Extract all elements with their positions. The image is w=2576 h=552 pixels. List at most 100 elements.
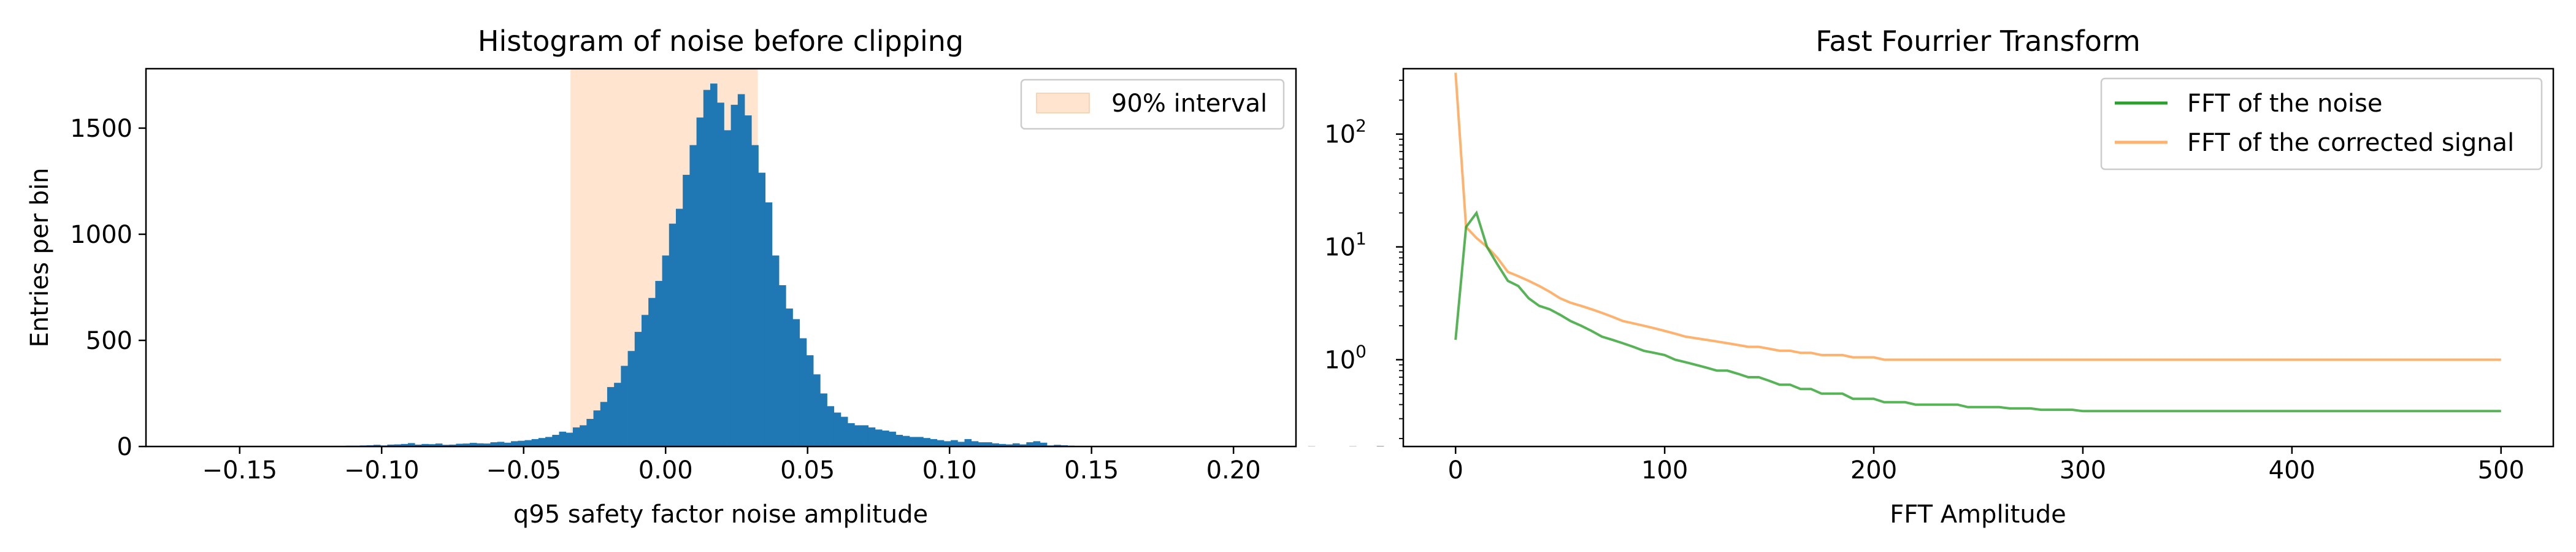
- histogram-x-tick-label: −0.05: [486, 456, 561, 485]
- histogram-bar: [717, 102, 724, 447]
- histogram-bar: [524, 440, 532, 447]
- histogram-bar: [469, 443, 477, 447]
- histogram-bar: [978, 442, 986, 447]
- histogram-panel: −0.15 −0.10 −0.05 0.00 0.05 0.10 0.15 0.20 0 500…: [26, 25, 1384, 529]
- histogram-bar: [799, 338, 807, 447]
- histogram-bar: [689, 145, 697, 447]
- histogram-bar: [937, 440, 945, 447]
- histogram-bar: [552, 434, 559, 447]
- histogram-bar: [655, 281, 662, 447]
- histogram-bar: [792, 319, 800, 447]
- histogram-bar: [854, 425, 862, 447]
- histogram-bar: [724, 130, 732, 447]
- histogram-bar: [449, 444, 456, 447]
- histogram-bar: [730, 104, 738, 447]
- histogram-x-ticks: −0.15 −0.10 −0.05 0.00 0.05 0.10 0.15 0.20: [202, 447, 1261, 485]
- histogram-bar: [565, 432, 573, 447]
- histogram-bar: [428, 444, 436, 447]
- fft-noise-line: [1454, 210, 2501, 413]
- histogram-bar: [882, 431, 889, 447]
- histogram-bar: [923, 438, 930, 447]
- histogram-x-tick-label: −0.15: [202, 456, 277, 485]
- legend-swatch-90-interval: [1036, 93, 1090, 113]
- histogram-bar: [442, 445, 450, 447]
- histogram-bar: [902, 435, 910, 447]
- fft-x-axis-label: FFT Amplitude: [1890, 500, 2066, 529]
- histogram-bar: [641, 315, 649, 447]
- histogram-bar: [435, 443, 443, 447]
- histogram-bar: [559, 431, 567, 447]
- histogram-bar: [408, 443, 415, 447]
- histogram-bar: [745, 115, 752, 447]
- histogram-frame: [145, 67, 1297, 448]
- histogram-x-tick-label: 0.20: [1206, 456, 1261, 485]
- histogram-y-tick-label: 1000: [70, 221, 132, 249]
- histogram-x-tick-label: −0.10: [344, 456, 420, 485]
- histogram-bar: [985, 442, 992, 447]
- histogram-bar: [827, 406, 835, 447]
- histogram-y-tick-label: 500: [86, 327, 132, 355]
- fft-x-ticks: 0 100 200 300 400 500: [1448, 447, 2524, 485]
- fft-title: Fast Fourrier Transform: [1815, 25, 2141, 58]
- histogram-bar: [848, 423, 855, 447]
- histogram-bar: [634, 332, 642, 447]
- histogram-bar: [387, 444, 395, 447]
- histogram-bar: [572, 427, 580, 447]
- histogram-bar: [531, 439, 539, 447]
- histogram-bar: [765, 202, 773, 447]
- histogram-bar: [889, 431, 896, 447]
- histogram-bar: [1012, 443, 1020, 447]
- histogram-bar: [456, 443, 464, 447]
- histogram-bar: [545, 437, 553, 447]
- histogram-bar: [834, 412, 841, 447]
- histogram-bar: [511, 441, 518, 447]
- histogram-bar: [868, 427, 876, 447]
- histogram-bar: [710, 83, 718, 447]
- histogram-bar: [394, 444, 402, 447]
- fft-corrected-signal-line: [1454, 72, 2501, 361]
- fft-x-tick-label: 200: [1850, 456, 1897, 485]
- histogram-bar: [648, 297, 656, 447]
- fft-x-tick-label: 0: [1448, 456, 1463, 485]
- histogram-legend: 90% interval: [1020, 79, 1285, 130]
- histogram-bar: [992, 443, 999, 447]
- histogram-bar: [627, 351, 635, 447]
- legend-label-fft-corrected: FFT of the corrected signal: [2187, 129, 2514, 157]
- histogram-bar: [779, 285, 786, 447]
- histogram-x-tick-label: 0.10: [922, 456, 977, 485]
- histogram-bar: [930, 439, 938, 447]
- histogram-bar: [374, 445, 381, 447]
- histogram-bar: [806, 355, 814, 447]
- histogram-bar: [504, 442, 512, 447]
- histogram-bar: [696, 117, 704, 447]
- histogram-bar: [497, 442, 505, 447]
- histogram-bar: [662, 255, 670, 447]
- histogram-y-tick-label: 0: [117, 433, 132, 461]
- histogram-bar: [964, 439, 972, 447]
- legend-label-fft-noise: FFT of the noise: [2187, 90, 2382, 118]
- histogram-bar: [703, 90, 711, 447]
- histogram-bar: [518, 440, 525, 447]
- histogram-bar: [999, 443, 1006, 447]
- histogram-bar: [1019, 444, 1027, 447]
- histogram-x-tick-label: 0.00: [638, 456, 693, 485]
- histogram-bar: [607, 387, 615, 447]
- histogram-bar: [600, 402, 608, 447]
- histogram-bar: [813, 374, 821, 447]
- histogram-bar: [772, 255, 780, 447]
- histogram-bar: [462, 443, 470, 447]
- histogram-bar: [593, 410, 601, 447]
- histogram-bar: [621, 366, 628, 447]
- histogram-bar: [971, 441, 979, 447]
- histogram-bar: [758, 172, 766, 447]
- histogram-bar: [683, 175, 690, 447]
- histogram-bar: [957, 442, 965, 447]
- histogram-bar: [401, 443, 408, 447]
- histogram-bar: [951, 440, 958, 447]
- histogram-bar: [490, 442, 498, 447]
- histogram-bar: [875, 429, 883, 447]
- histogram-bar: [786, 309, 793, 447]
- histogram-x-tick-label: 0.15: [1064, 456, 1119, 485]
